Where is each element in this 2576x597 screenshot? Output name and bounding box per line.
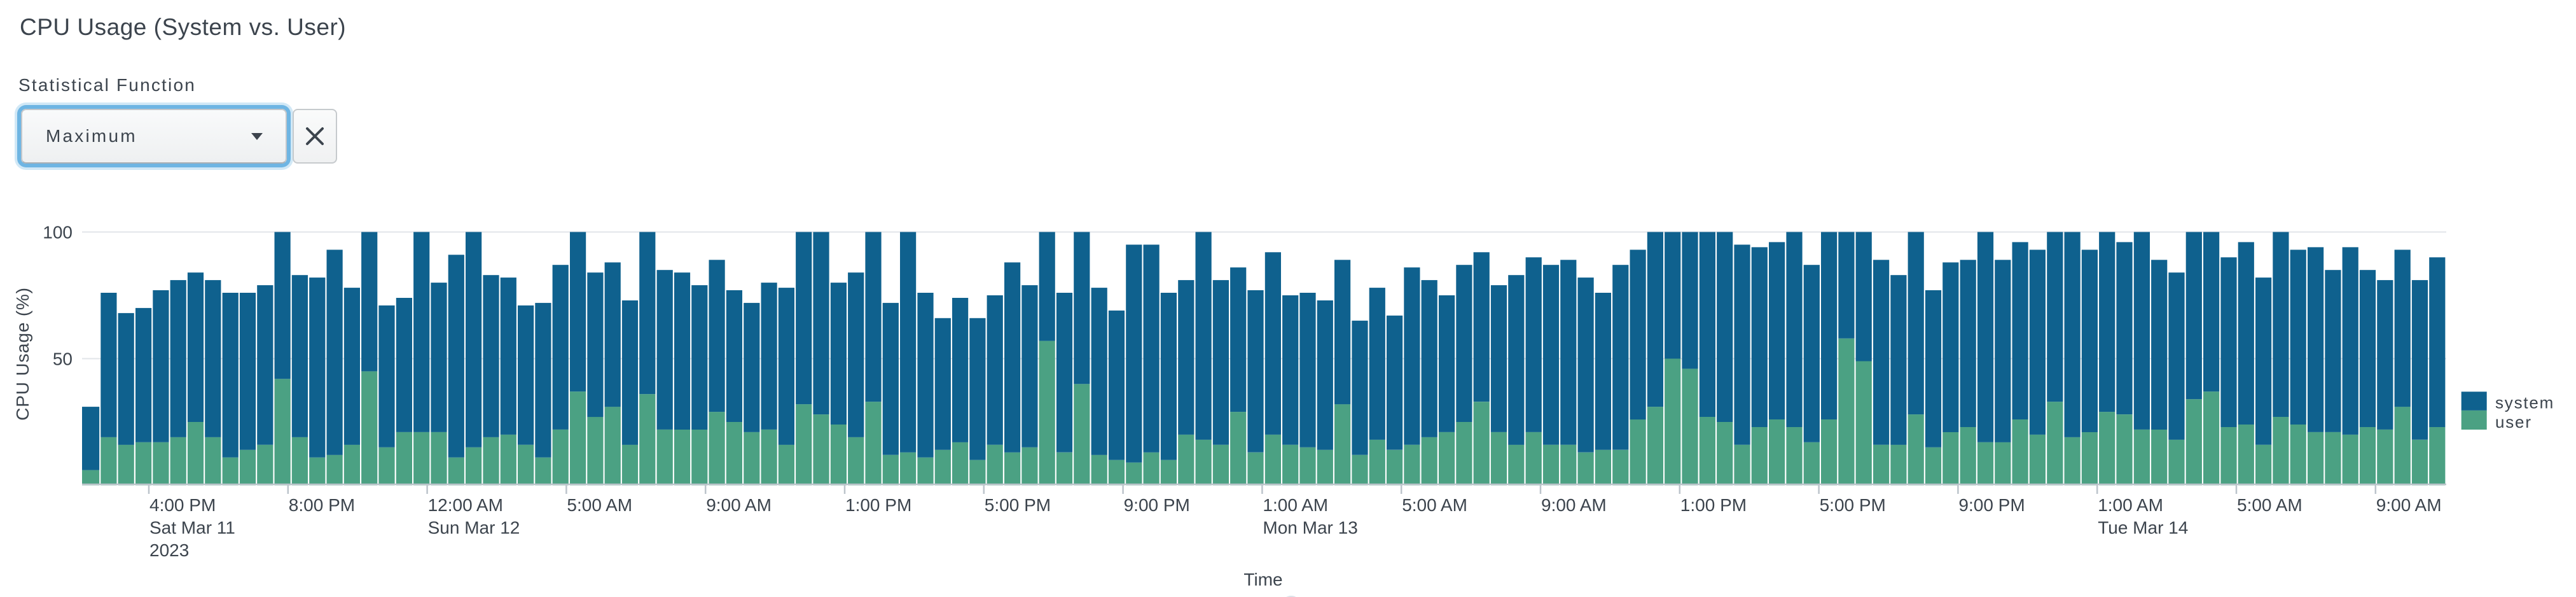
svg-text:9:00 AM: 9:00 AM bbox=[2376, 495, 2442, 515]
svg-text:9:00 PM: 9:00 PM bbox=[1124, 495, 1190, 515]
svg-text:5:00 PM: 5:00 PM bbox=[1820, 495, 1886, 515]
svg-text:1:00 AM: 1:00 AM bbox=[1263, 495, 1328, 515]
svg-text:4:00 PM: 4:00 PM bbox=[149, 495, 216, 515]
svg-text:CPU Usage (%): CPU Usage (%) bbox=[13, 287, 32, 421]
svg-text:user: user bbox=[2495, 412, 2532, 432]
svg-text:9:00 AM: 9:00 AM bbox=[1541, 495, 1607, 515]
svg-text:1:00 PM: 1:00 PM bbox=[1680, 495, 1747, 515]
svg-text:12:00 AM: 12:00 AM bbox=[428, 495, 503, 515]
svg-text:1:00 AM: 1:00 AM bbox=[2098, 495, 2163, 515]
svg-text:5:00 AM: 5:00 AM bbox=[1402, 495, 1467, 515]
svg-text:Time: Time bbox=[1243, 570, 1282, 589]
svg-text:9:00 AM: 9:00 AM bbox=[706, 495, 772, 515]
svg-text:100: 100 bbox=[43, 223, 73, 242]
svg-text:Mon Mar 13: Mon Mar 13 bbox=[1263, 518, 1357, 538]
svg-text:Sat Mar 11: Sat Mar 11 bbox=[149, 518, 235, 538]
svg-text:5:00 AM: 5:00 AM bbox=[567, 495, 632, 515]
svg-text:1:00 PM: 1:00 PM bbox=[845, 495, 911, 515]
svg-text:5:00 AM: 5:00 AM bbox=[2237, 495, 2302, 515]
svg-text:Sun Mar 12: Sun Mar 12 bbox=[428, 518, 520, 538]
svg-text:Tue Mar 14: Tue Mar 14 bbox=[2098, 518, 2188, 538]
svg-text:50: 50 bbox=[53, 349, 73, 369]
svg-text:5:00 PM: 5:00 PM bbox=[985, 495, 1051, 515]
svg-text:9:00 PM: 9:00 PM bbox=[1958, 495, 2025, 515]
svg-text:system: system bbox=[2495, 393, 2554, 412]
svg-text:8:00 PM: 8:00 PM bbox=[289, 495, 355, 515]
svg-text:2023: 2023 bbox=[149, 540, 189, 560]
